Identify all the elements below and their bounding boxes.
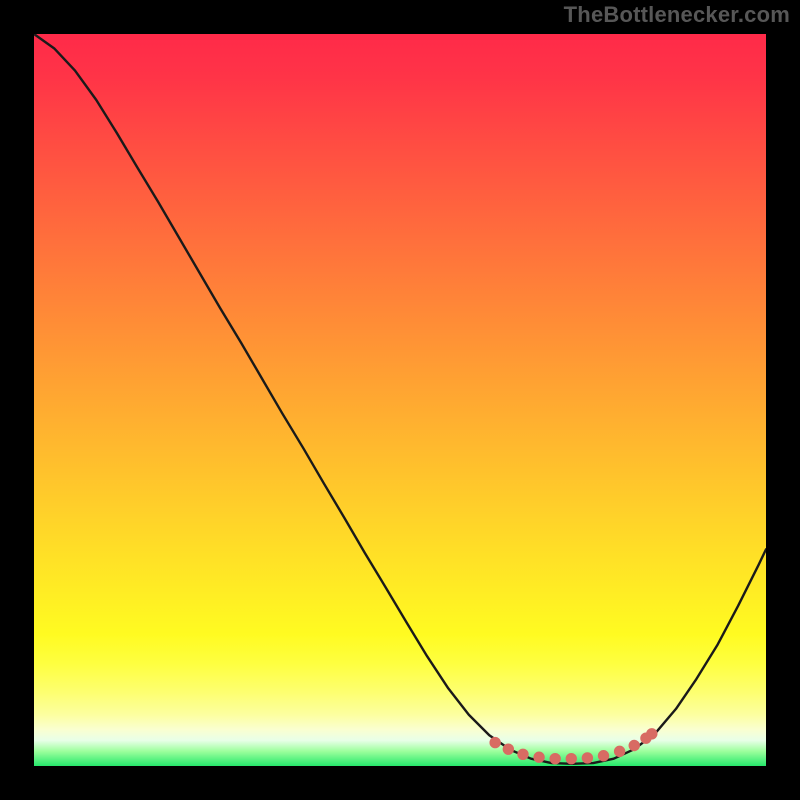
bottleneck-chart — [34, 34, 766, 766]
chart-frame: TheBottlenecker.com — [0, 0, 800, 800]
optimal-marker — [566, 753, 576, 763]
optimal-marker — [490, 737, 500, 747]
plot-area — [34, 34, 766, 766]
optimal-marker — [647, 729, 657, 739]
optimal-marker — [518, 749, 528, 759]
optimal-marker — [629, 740, 639, 750]
watermark-text: TheBottlenecker.com — [564, 2, 790, 28]
optimal-marker — [550, 753, 560, 763]
optimal-marker — [582, 753, 592, 763]
optimal-marker — [598, 751, 608, 761]
optimal-marker — [614, 746, 624, 756]
optimal-marker — [503, 744, 513, 754]
optimal-marker — [534, 752, 544, 762]
gradient-background — [34, 34, 766, 766]
